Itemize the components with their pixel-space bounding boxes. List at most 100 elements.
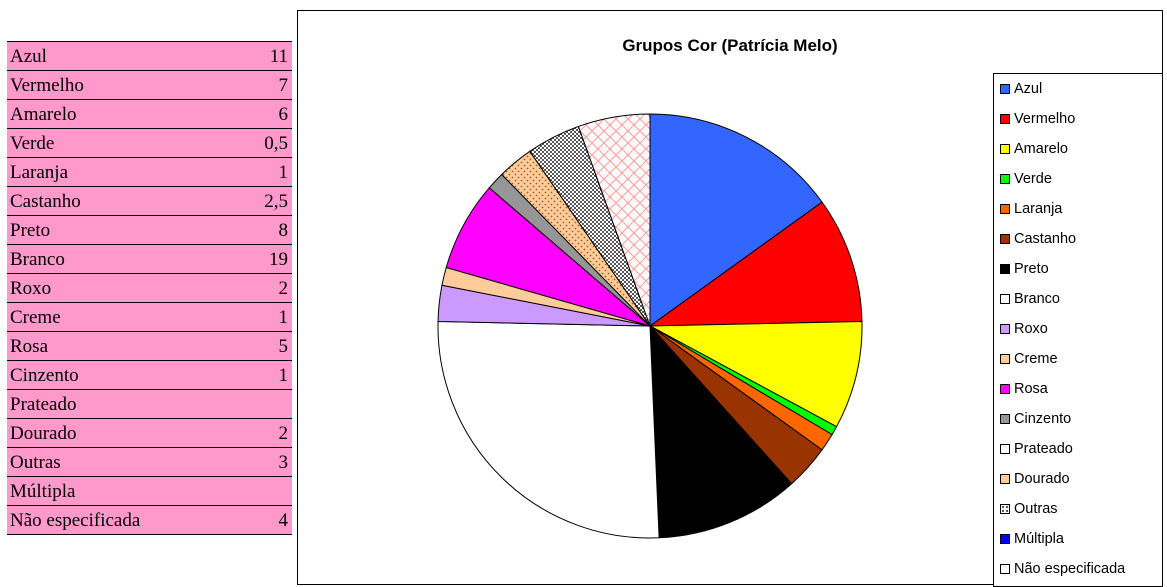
table-row-label: Laranja xyxy=(10,161,69,183)
legend-item: Prateado xyxy=(994,434,1162,464)
legend-swatch xyxy=(1000,444,1010,454)
legend-label: Roxo xyxy=(1014,321,1048,337)
table-row-label: Branco xyxy=(10,248,65,270)
table-row-value: 7 xyxy=(278,74,289,96)
table-row: Outras 3 xyxy=(7,448,292,477)
legend-item: Dourado xyxy=(994,464,1162,494)
legend-item: Vermelho xyxy=(994,104,1162,134)
legend-swatch xyxy=(1000,294,1010,304)
table-row: Verde 0,5 xyxy=(7,129,292,158)
legend-swatch xyxy=(1000,504,1010,514)
legend-swatch xyxy=(1000,414,1010,424)
table-row-value: 19 xyxy=(269,248,288,270)
table-row: Roxo 2 xyxy=(7,274,292,303)
legend-swatch xyxy=(1000,564,1010,574)
legend-swatch xyxy=(1000,204,1010,214)
legend-swatch xyxy=(1000,144,1010,154)
legend-item: Roxo xyxy=(994,314,1162,344)
table-row-label: Castanho xyxy=(10,190,81,212)
pie-slice-azul xyxy=(649,113,823,327)
table-row: Castanho 2,5 xyxy=(7,187,292,216)
table-row-value: 6 xyxy=(278,103,289,125)
legend-label: Preto xyxy=(1014,261,1049,277)
table-row: Preto 8 xyxy=(7,216,292,245)
table-row-label: Roxo xyxy=(10,277,52,299)
legend-label: Não especificada xyxy=(1014,561,1126,577)
table-row: Amarelo 6 xyxy=(7,100,292,129)
table-row-value: 11 xyxy=(269,45,288,67)
legend-label: Prateado xyxy=(1014,441,1073,457)
legend-label: Outras xyxy=(1014,501,1058,517)
table-row: Não especificada 4 xyxy=(7,506,292,535)
table-row-value: 3 xyxy=(278,451,289,473)
table-row: Azul 11 xyxy=(7,42,292,71)
table-row-value: 5 xyxy=(278,335,289,357)
legend-label: Dourado xyxy=(1014,471,1070,487)
legend-item: Outras xyxy=(994,494,1162,524)
legend-label: Laranja xyxy=(1014,201,1063,217)
chart-area: Grupos Cor (Patrícia Melo) Azul Vermelho A… xyxy=(297,10,1163,587)
legend-swatch xyxy=(1000,84,1010,94)
legend-label: Amarelo xyxy=(1014,141,1068,157)
chart-title: Grupos Cor (Patrícia Melo) xyxy=(622,36,838,55)
legend-item: Creme xyxy=(994,344,1162,374)
table-row-label: Cinzento xyxy=(10,364,79,386)
legend-swatch xyxy=(1000,534,1010,544)
legend-swatch xyxy=(1000,114,1010,124)
table-row-label: Múltipla xyxy=(10,480,76,502)
legend-item: Laranja xyxy=(994,194,1162,224)
legend-item: Cinzento xyxy=(994,404,1162,434)
table-row: Laranja 1 xyxy=(7,158,292,187)
table-row-value: 8 xyxy=(278,219,289,241)
legend-swatch xyxy=(1000,174,1010,184)
legend-label: Verde xyxy=(1014,171,1052,187)
legend-swatch xyxy=(1000,234,1010,244)
legend-label: Vermelho xyxy=(1014,111,1076,127)
table-row-value: 2 xyxy=(278,277,289,299)
legend-label: Rosa xyxy=(1014,381,1048,397)
table-row-label: Creme xyxy=(10,306,61,328)
legend-label: Múltipla xyxy=(1014,531,1064,547)
legend-swatch xyxy=(1000,384,1010,394)
table-row: Vermelho 7 xyxy=(7,71,292,100)
table-row-label: Prateado xyxy=(10,393,77,415)
table-row-value: 0,5 xyxy=(264,132,288,154)
pie-slice-amarelo xyxy=(648,320,863,428)
data-table: Azul 11 Vermelho 7 Amarelo 6 Verde 0,5 Laranja 1 C… xyxy=(7,41,292,535)
legend-item: Amarelo xyxy=(994,134,1162,164)
table-row-value: 1 xyxy=(278,161,289,183)
pie-slice-nao-especificada xyxy=(577,113,651,327)
legend-swatch xyxy=(1000,264,1010,274)
pie-slice-branco xyxy=(437,320,660,539)
legend-label: Branco xyxy=(1014,291,1060,307)
legend-item: Rosa xyxy=(994,374,1162,404)
legend-label: Cinzento xyxy=(1014,411,1072,427)
table-row-label: Outras xyxy=(10,451,61,473)
table-row: Branco 19 xyxy=(7,245,292,274)
legend-item: Castanho xyxy=(994,224,1162,254)
table-row-value: 4 xyxy=(278,509,289,531)
table-row: Rosa 5 xyxy=(7,332,292,361)
legend-item: Preto xyxy=(994,254,1162,284)
table-row-label: Amarelo xyxy=(10,103,77,125)
legend-item: Azul xyxy=(994,74,1162,104)
pie-slice-preto xyxy=(649,324,793,539)
table-row: Cinzento 1 xyxy=(7,361,292,390)
table-row-value: 2 xyxy=(278,422,289,444)
legend-swatch xyxy=(1000,324,1010,334)
table-row-label: Não especificada xyxy=(10,509,141,531)
table-row: Creme 1 xyxy=(7,303,292,332)
legend-item: Não especificada xyxy=(994,554,1162,584)
table-row-label: Dourado xyxy=(10,422,77,444)
table-row-value: 1 xyxy=(278,306,289,328)
legend-item: Verde xyxy=(994,164,1162,194)
legend-item: Branco xyxy=(994,284,1162,314)
chart-legend: Azul Vermelho Amarelo Verde Laranja Castanho P… xyxy=(993,73,1163,587)
table-row-label: Vermelho xyxy=(10,74,84,96)
legend-label: Azul xyxy=(1014,81,1043,97)
table-row-label: Rosa xyxy=(10,335,48,357)
legend-swatch xyxy=(1000,354,1010,364)
legend-swatch xyxy=(1000,474,1010,484)
legend-item: Múltipla xyxy=(994,524,1162,554)
table-row-label: Azul xyxy=(10,45,47,67)
